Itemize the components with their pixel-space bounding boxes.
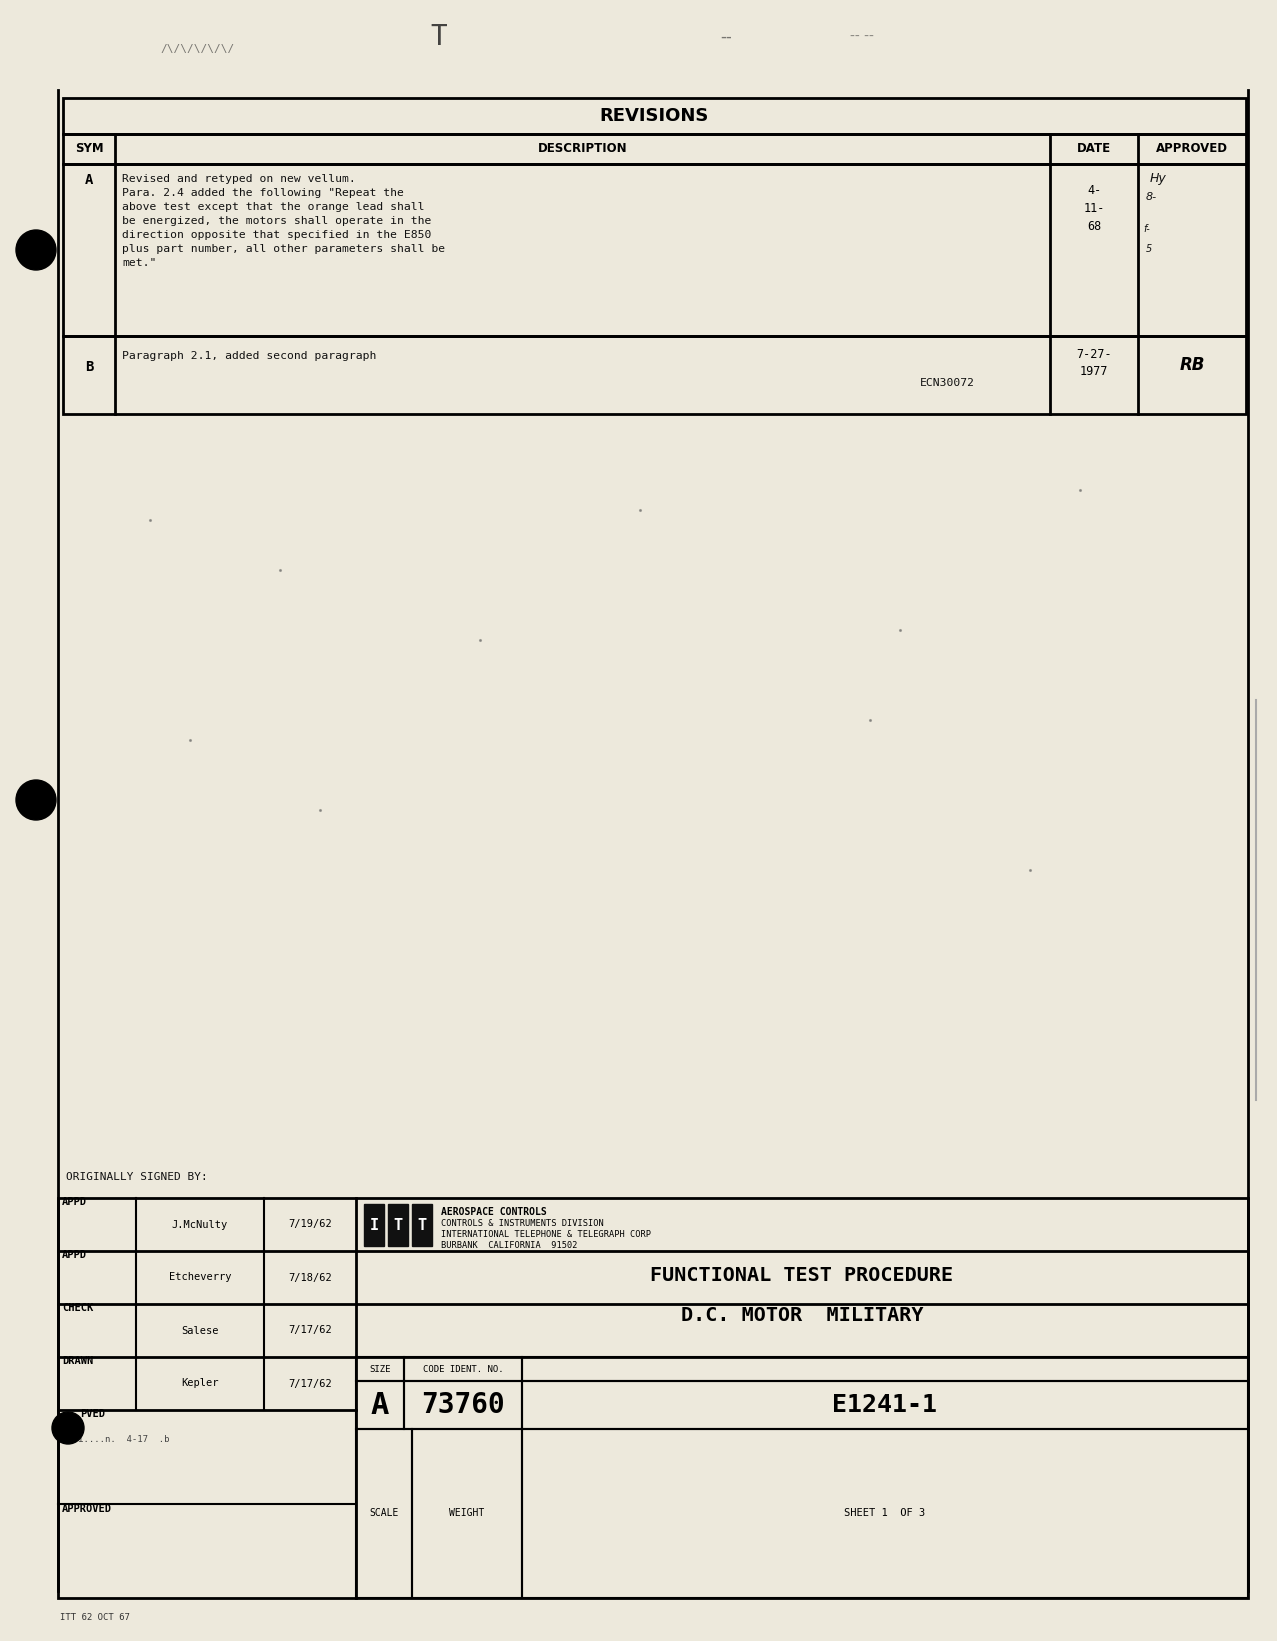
Text: Hy: Hy xyxy=(1151,172,1167,185)
Text: APPROVED: APPROVED xyxy=(1156,143,1228,156)
Text: Paragraph 2.1, added second paragraph: Paragraph 2.1, added second paragraph xyxy=(123,351,377,361)
Text: ITT 62 OCT 67: ITT 62 OCT 67 xyxy=(60,1613,130,1621)
Bar xyxy=(404,1357,522,1382)
Text: 7/17/62: 7/17/62 xyxy=(289,1326,332,1336)
Text: PVED: PVED xyxy=(80,1410,105,1419)
Text: --: -- xyxy=(720,28,732,46)
Text: SHEET 1  OF 3: SHEET 1 OF 3 xyxy=(844,1508,926,1518)
Text: CONTROLS & INSTRUMENTS DIVISION: CONTROLS & INSTRUMENTS DIVISION xyxy=(441,1219,604,1227)
Text: DATE: DATE xyxy=(1077,143,1111,156)
Text: Kepler: Kepler xyxy=(181,1378,218,1388)
Text: 5: 5 xyxy=(1145,245,1152,254)
Text: 7/18/62: 7/18/62 xyxy=(289,1272,332,1283)
Circle shape xyxy=(52,1411,84,1444)
Text: SYM: SYM xyxy=(74,143,103,156)
Bar xyxy=(522,1429,1248,1598)
Bar xyxy=(63,336,1246,414)
Text: I: I xyxy=(369,1218,378,1232)
Text: 7-27-
1977: 7-27- 1977 xyxy=(1077,348,1112,377)
Text: \ Ji....n.  4-17  .b: \ Ji....n. 4-17 .b xyxy=(63,1434,170,1444)
Text: FUNCTIONAL TEST PROCEDURE: FUNCTIONAL TEST PROCEDURE xyxy=(650,1265,954,1285)
Text: REVISIONS: REVISIONS xyxy=(600,107,709,125)
Circle shape xyxy=(17,779,56,820)
Text: CODE IDENT. NO.: CODE IDENT. NO. xyxy=(423,1365,503,1374)
Bar xyxy=(356,1382,404,1429)
Text: ECN30072: ECN30072 xyxy=(919,377,976,387)
Bar xyxy=(522,1382,1248,1429)
Text: SIZE: SIZE xyxy=(369,1365,391,1374)
Text: 7/19/62: 7/19/62 xyxy=(289,1219,332,1229)
Bar xyxy=(522,1357,1248,1382)
Text: Revised and retyped on new vellum.
Para. 2.4 added the following "Repeat the
abo: Revised and retyped on new vellum. Para.… xyxy=(123,174,446,267)
Bar xyxy=(404,1382,522,1429)
Text: -- --: -- -- xyxy=(850,30,873,43)
Text: 4-
11-
68: 4- 11- 68 xyxy=(1083,184,1105,233)
Bar xyxy=(57,1198,1248,1598)
Text: D.C. MOTOR  MILITARY: D.C. MOTOR MILITARY xyxy=(681,1306,923,1324)
Bar xyxy=(364,1204,384,1246)
Text: A: A xyxy=(370,1390,389,1419)
Text: Salese: Salese xyxy=(181,1326,218,1336)
Text: AEROSPACE CONTROLS: AEROSPACE CONTROLS xyxy=(441,1208,547,1218)
Text: INTERNATIONAL TELEPHONE & TELEGRAPH CORP: INTERNATIONAL TELEPHONE & TELEGRAPH CORP xyxy=(441,1231,651,1239)
Text: DRAWN: DRAWN xyxy=(63,1355,93,1365)
Text: WEIGHT: WEIGHT xyxy=(450,1508,485,1518)
Bar xyxy=(388,1204,407,1246)
Text: DESCRIPTION: DESCRIPTION xyxy=(538,143,627,156)
Text: J.McNulty: J.McNulty xyxy=(172,1219,229,1229)
Bar xyxy=(63,164,1246,336)
Text: RB: RB xyxy=(1180,356,1204,374)
Text: APPROVED: APPROVED xyxy=(63,1505,112,1515)
Bar xyxy=(63,98,1246,135)
Text: 73760: 73760 xyxy=(421,1392,504,1419)
Bar xyxy=(63,135,1246,164)
Text: A: A xyxy=(84,172,93,187)
Text: CHECK: CHECK xyxy=(63,1303,93,1313)
Bar xyxy=(356,1357,404,1382)
Text: 8-: 8- xyxy=(1145,192,1157,202)
Bar xyxy=(412,1204,432,1246)
Text: 7/17/62: 7/17/62 xyxy=(289,1378,332,1388)
Text: T: T xyxy=(430,23,447,51)
Text: f-: f- xyxy=(1143,225,1149,235)
Text: T: T xyxy=(393,1218,402,1232)
Text: SCALE: SCALE xyxy=(369,1508,398,1518)
Text: /\/\/\/\/\/: /\/\/\/\/\/ xyxy=(160,44,234,54)
Circle shape xyxy=(17,230,56,271)
Text: APPD: APPD xyxy=(63,1250,87,1260)
Bar xyxy=(356,1429,412,1598)
Text: Etcheverry: Etcheverry xyxy=(169,1272,231,1283)
Bar xyxy=(412,1429,522,1598)
Text: APPD: APPD xyxy=(63,1196,87,1208)
Text: B: B xyxy=(84,359,93,374)
Text: BURBANK  CALIFORNIA  91502: BURBANK CALIFORNIA 91502 xyxy=(441,1241,577,1250)
Text: E1241-1: E1241-1 xyxy=(833,1393,937,1416)
Text: ORIGINALLY SIGNED BY:: ORIGINALLY SIGNED BY: xyxy=(66,1172,208,1182)
Text: T: T xyxy=(418,1218,427,1232)
